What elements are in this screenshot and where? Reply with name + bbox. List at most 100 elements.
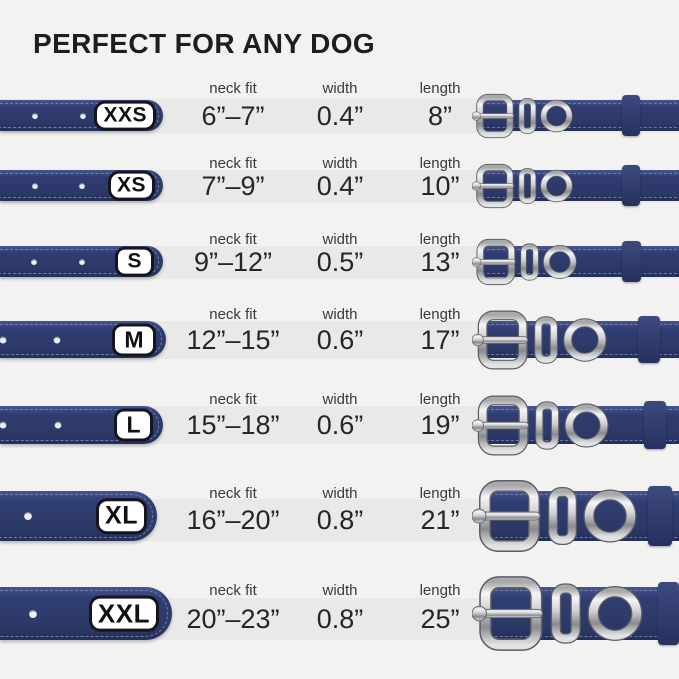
buckle-prong-knob <box>472 605 488 622</box>
length-value: 10” <box>420 171 460 201</box>
column-label-length: length <box>419 391 461 408</box>
buckle-prong-knob <box>472 181 481 191</box>
size-badge: XS <box>107 170 155 201</box>
width-value: 0.8” <box>316 504 364 535</box>
collar-keeper-loop <box>622 95 640 136</box>
collar-buckle-svg <box>472 238 577 286</box>
column-label-width: width <box>322 155 358 172</box>
collar-buckle-graphic <box>472 162 573 210</box>
collar-hole <box>0 336 7 343</box>
page-title: PERFECT FOR ANY DOG <box>33 28 376 59</box>
length-value: 25” <box>420 603 460 634</box>
column-label-neck-fit: neck fit <box>209 231 257 248</box>
neck-fit-value: 20”–23” <box>186 603 280 634</box>
column-label-width: width <box>322 582 358 599</box>
keeper-loop <box>519 98 536 134</box>
column-label-length: length <box>419 231 461 248</box>
length-value: 8” <box>427 100 453 131</box>
length-value: 17” <box>420 324 460 355</box>
collar-strap-graphic: S <box>0 246 163 277</box>
buckle-prong <box>475 183 514 189</box>
collar-hole <box>54 421 62 429</box>
neck-fit-value: 9”–12” <box>193 247 273 277</box>
keeper-loop <box>535 317 557 363</box>
collar-keeper-loop <box>638 316 660 363</box>
column-label-width: width <box>322 231 358 248</box>
width-value: 0.8” <box>316 603 364 634</box>
column-label-width: width <box>322 485 358 502</box>
column-label-length: length <box>419 582 461 599</box>
keeper-loop <box>521 244 539 280</box>
column-label-neck-fit: neck fit <box>209 306 257 323</box>
length-value: 13” <box>420 247 460 277</box>
keeper-loop <box>549 488 576 544</box>
column-label-neck-fit: neck fit <box>209 485 257 502</box>
width-value: 0.6” <box>316 324 364 355</box>
collar-hole <box>79 182 85 189</box>
collar-buckle-graphic <box>472 308 607 372</box>
width-value: 0.4” <box>316 171 364 201</box>
neck-fit-value: 7”–9” <box>201 171 265 201</box>
collar-keeper-loop <box>622 241 641 282</box>
column-label-neck-fit: neck fit <box>209 155 257 172</box>
buckle-prong <box>477 511 541 521</box>
collar-hole <box>32 182 38 189</box>
neck-fit-value: 12”–15” <box>186 324 280 355</box>
collar-hole <box>32 112 38 119</box>
size-badge: M <box>112 322 156 357</box>
buckle-prong <box>475 259 516 265</box>
collar-keeper-loop <box>644 401 666 449</box>
collar-strap-graphic: XXS <box>0 100 163 131</box>
collar-strap-graphic: XL <box>0 491 157 541</box>
column-label-width: width <box>322 80 358 97</box>
buckle-prong-knob <box>472 419 485 432</box>
width-value: 0.6” <box>316 409 364 440</box>
width-value: 0.4” <box>316 100 364 131</box>
collar-buckle-graphic <box>472 477 637 555</box>
collar-buckle-svg <box>472 395 609 456</box>
neck-fit-value: 16”–20” <box>186 504 280 535</box>
column-label-width: width <box>322 306 358 323</box>
column-label-length: length <box>419 485 461 502</box>
column-label-length: length <box>419 306 461 323</box>
column-label-neck-fit: neck fit <box>209 80 257 97</box>
collar-buckle-svg <box>472 310 607 370</box>
column-label-length: length <box>419 80 461 97</box>
buckle-prong-knob <box>472 257 482 267</box>
size-badge: XXS <box>94 100 156 131</box>
width-value: 0.5” <box>316 247 364 277</box>
collar-hole <box>24 512 32 520</box>
buckle-prong-knob <box>472 508 487 524</box>
d-ring-icon <box>588 587 642 640</box>
collar-buckle-graphic <box>472 393 609 458</box>
collar-strap-graphic: L <box>0 406 163 444</box>
collar-hole <box>29 609 37 618</box>
collar-buckle-svg <box>472 480 637 552</box>
keeper-loop <box>536 402 559 449</box>
keeper-loop <box>552 584 580 643</box>
buckle-prong-knob <box>472 333 484 347</box>
collar-buckle-svg <box>472 576 643 651</box>
length-value: 19” <box>420 409 460 440</box>
buckle-prong <box>477 608 543 619</box>
collar-keeper-loop <box>622 165 640 206</box>
collar-hole <box>53 336 61 343</box>
neck-fit-value: 6”–7” <box>201 100 265 131</box>
collar-buckle-graphic <box>472 573 643 654</box>
d-ring-icon <box>541 170 572 202</box>
d-ring-icon <box>564 319 606 361</box>
collar-hole <box>31 258 37 265</box>
column-label-width: width <box>322 391 358 408</box>
collar-strap-graphic: XS <box>0 170 163 201</box>
size-badge: XL <box>96 498 147 534</box>
collar-strap-graphic: XXL <box>0 587 172 640</box>
buckle-prong <box>475 113 514 119</box>
size-badge: L <box>114 408 153 442</box>
